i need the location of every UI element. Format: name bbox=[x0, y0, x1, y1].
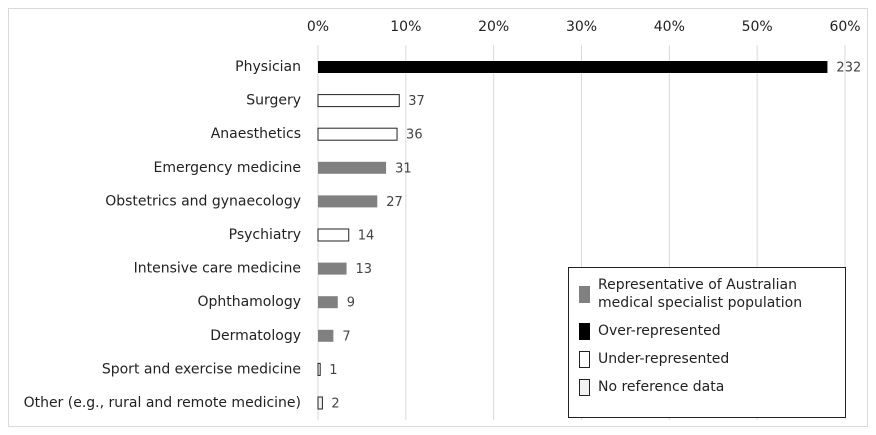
x-tick-label: 60% bbox=[829, 19, 860, 35]
data-label: 27 bbox=[386, 195, 403, 210]
y-tick-label: Anaesthetics bbox=[211, 126, 301, 142]
bar bbox=[317, 362, 321, 376]
data-label: 14 bbox=[358, 229, 375, 244]
bar bbox=[318, 195, 378, 208]
y-tick-label: Ophthamology bbox=[197, 294, 301, 310]
legend-swatch bbox=[579, 322, 590, 340]
legend-swatch bbox=[579, 378, 590, 396]
data-label: 31 bbox=[395, 161, 412, 176]
data-label: 36 bbox=[406, 128, 423, 143]
bar bbox=[317, 94, 400, 108]
y-tick-label: Physician bbox=[235, 59, 301, 75]
legend-entry: Under-represented bbox=[579, 350, 837, 368]
bar bbox=[317, 396, 323, 410]
x-tick-label: 0% bbox=[307, 19, 329, 35]
bar bbox=[318, 296, 338, 309]
data-label: 2 bbox=[331, 397, 339, 412]
legend-swatch bbox=[579, 350, 590, 368]
x-tick-label: 50% bbox=[742, 19, 773, 35]
data-label: 37 bbox=[408, 94, 425, 109]
y-tick-label: Obstetrics and gynaecology bbox=[105, 193, 301, 209]
data-label: 9 bbox=[347, 296, 355, 311]
bar bbox=[318, 262, 347, 275]
legend-label: Under-represented bbox=[598, 351, 730, 367]
bar bbox=[318, 329, 334, 342]
y-tick-label: Intensive care medicine bbox=[134, 261, 301, 277]
legend-label: Over-represented bbox=[598, 323, 721, 339]
data-label: 1 bbox=[329, 363, 337, 378]
bar bbox=[318, 161, 387, 174]
legend-entry: Over-represented bbox=[579, 322, 837, 340]
y-tick-label: Dermatology bbox=[210, 328, 301, 344]
y-tick-label: Psychiatry bbox=[229, 227, 301, 243]
data-label: 232 bbox=[836, 61, 861, 76]
x-tick-label: 20% bbox=[478, 19, 509, 35]
bar bbox=[317, 127, 398, 141]
legend: Representative of Australian medical spe… bbox=[568, 267, 846, 418]
legend-label: No reference data bbox=[598, 379, 725, 395]
bar bbox=[317, 228, 350, 242]
y-tick-label: Emergency medicine bbox=[153, 160, 301, 176]
y-tick-label: Sport and exercise medicine bbox=[102, 361, 301, 377]
y-tick-label: Other (e.g., rural and remote medicine) bbox=[24, 395, 301, 411]
chart-border bbox=[8, 8, 868, 427]
y-tick-label: Surgery bbox=[246, 93, 301, 109]
legend-label: Representative of Australian medical spe… bbox=[598, 277, 803, 311]
legend-entry: No reference data bbox=[579, 378, 837, 396]
legend-entry: Representative of Australian medical spe… bbox=[579, 276, 837, 312]
data-label: 7 bbox=[342, 329, 350, 344]
x-tick-label: 30% bbox=[566, 19, 597, 35]
bar bbox=[318, 61, 828, 73]
x-tick-label: 40% bbox=[654, 19, 685, 35]
x-tick-label: 10% bbox=[390, 19, 421, 35]
legend-swatch bbox=[579, 285, 590, 303]
data-label: 13 bbox=[356, 262, 373, 277]
